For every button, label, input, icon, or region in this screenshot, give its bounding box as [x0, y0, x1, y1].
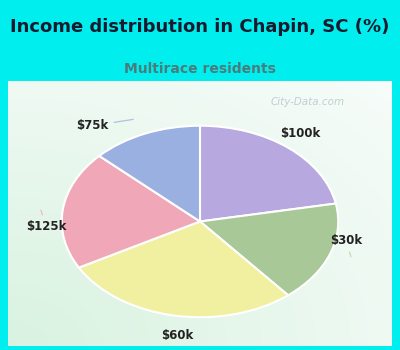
Wedge shape — [200, 126, 336, 222]
Text: Multirace residents: Multirace residents — [124, 62, 276, 76]
Text: $125k: $125k — [26, 210, 66, 233]
Text: City-Data.com: City-Data.com — [270, 97, 344, 107]
Text: $30k: $30k — [330, 233, 362, 257]
Wedge shape — [99, 126, 200, 222]
Wedge shape — [62, 156, 200, 268]
Wedge shape — [79, 222, 288, 317]
Text: $100k: $100k — [280, 127, 320, 140]
Wedge shape — [200, 204, 338, 295]
Text: Income distribution in Chapin, SC (%): Income distribution in Chapin, SC (%) — [10, 18, 390, 36]
Text: $75k: $75k — [76, 119, 133, 132]
Text: $60k: $60k — [161, 329, 193, 342]
